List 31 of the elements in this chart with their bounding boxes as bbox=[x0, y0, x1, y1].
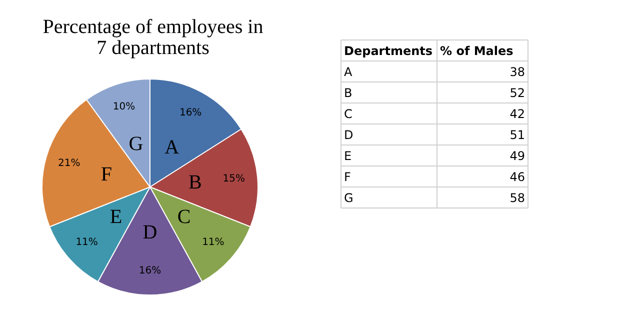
category-label: G bbox=[344, 191, 354, 205]
data-label: 49 bbox=[510, 149, 525, 163]
data-label: 51 bbox=[510, 128, 525, 142]
text: % of Males bbox=[440, 44, 514, 58]
data-label: 46 bbox=[510, 170, 525, 184]
data-label: 10% bbox=[112, 101, 136, 112]
slice-label: E bbox=[110, 206, 122, 228]
data-label: 16% bbox=[179, 108, 202, 119]
data-label: 11% bbox=[202, 237, 224, 248]
data-label: 42 bbox=[510, 107, 525, 121]
slice-label: G bbox=[128, 132, 144, 155]
data-label: 16% bbox=[138, 266, 162, 277]
category-label: D bbox=[344, 128, 354, 142]
data-label: 58 bbox=[510, 191, 525, 205]
slice-label: C bbox=[177, 206, 191, 228]
data-label: 38 bbox=[510, 65, 525, 79]
category-label: F bbox=[344, 170, 351, 184]
slice-label: A bbox=[164, 136, 180, 158]
slice-label: D bbox=[142, 221, 158, 244]
chart-title: Percentage of employees in 7 departments bbox=[42, 16, 264, 59]
slice-label: F bbox=[100, 163, 112, 186]
category-label: B bbox=[344, 86, 352, 100]
data-label: 11% bbox=[76, 237, 98, 248]
data-label: 21% bbox=[58, 158, 80, 169]
category-label: A bbox=[344, 65, 353, 79]
category-label: E bbox=[344, 149, 352, 163]
data-label: 15% bbox=[222, 174, 245, 185]
slice-label: B bbox=[188, 172, 202, 194]
data-label: 52 bbox=[510, 86, 525, 100]
category-label: C bbox=[344, 107, 352, 121]
text: Departments bbox=[344, 44, 433, 58]
